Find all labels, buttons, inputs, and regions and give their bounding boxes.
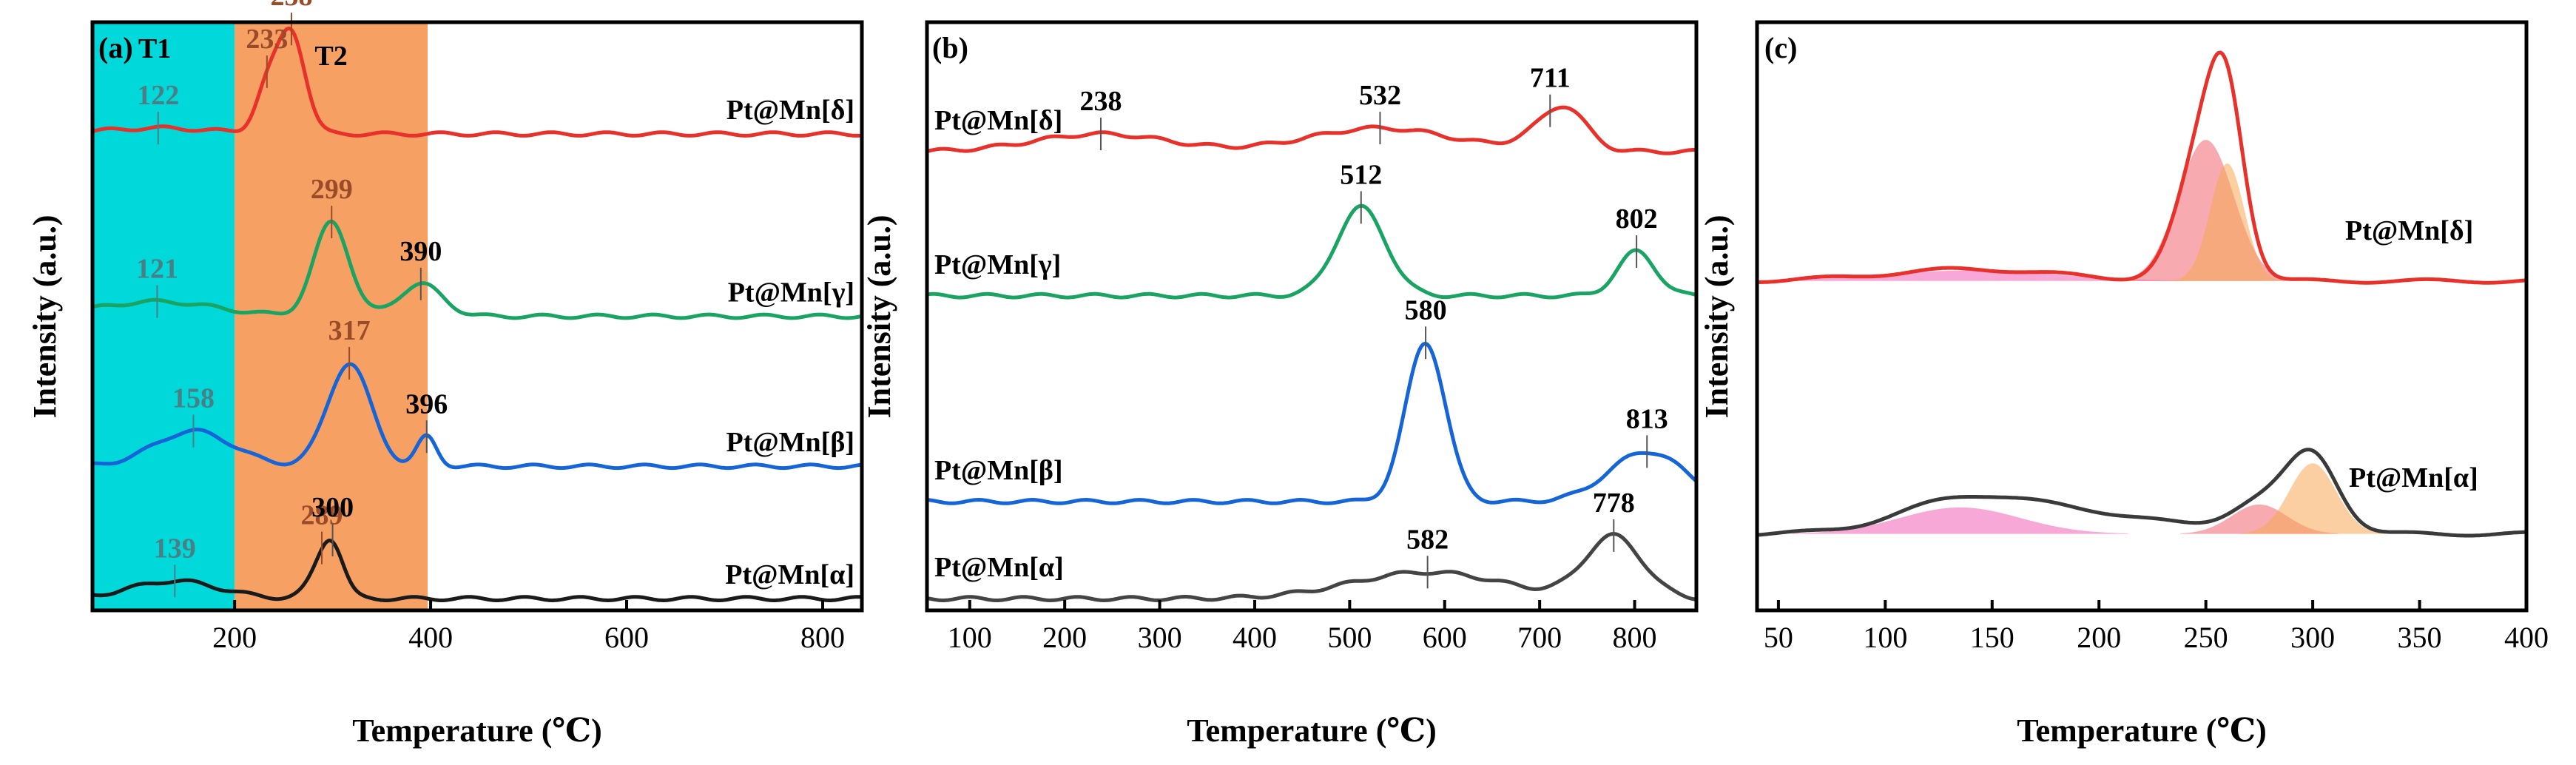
panel-b-x-label: Temperature (℃) bbox=[1187, 712, 1436, 749]
series-line-ptmn-1 bbox=[926, 203, 1697, 300]
series-label: Pt@Mn[β] bbox=[726, 427, 854, 458]
panel-c-annotations: Pt@Mn[δ] Pt@Mn[α] bbox=[2345, 215, 2478, 493]
panel-a-letter: (a) bbox=[98, 31, 133, 64]
temperature-regions bbox=[92, 22, 428, 610]
peak-value-label: 238 bbox=[1079, 86, 1122, 117]
x-tick-label: 800 bbox=[800, 621, 845, 654]
x-tick-label: 400 bbox=[1233, 621, 1277, 654]
peak-value-label: 158 bbox=[172, 383, 215, 414]
x-tick-label: 300 bbox=[2290, 621, 2335, 654]
peak-value-label: 300 bbox=[311, 492, 354, 523]
series-line-ptmn-0 bbox=[1757, 50, 2527, 285]
x-tick-label: 50 bbox=[1764, 621, 1793, 654]
series-line-ptmn-0 bbox=[92, 26, 863, 138]
x-tick-label: 400 bbox=[2504, 621, 2549, 654]
panel-b: Pt@Mn[δ] 238 532 711 Pt@Mn[γ] 512 802 Pt@Mn[β] 5… bbox=[861, 20, 1699, 749]
region-t1-band bbox=[92, 22, 235, 610]
peak-value-label: 258 bbox=[270, 0, 312, 12]
component-peak-area bbox=[2239, 463, 2387, 534]
series-label: Pt@Mn[α] bbox=[2349, 462, 2478, 493]
component-peak-area bbox=[2113, 140, 2300, 281]
series-line-ptmn-1 bbox=[92, 219, 863, 320]
x-tick-label: 200 bbox=[2077, 621, 2121, 654]
panel-a-x-axis: 200 400 600 800 bbox=[212, 600, 845, 654]
panel-c-frame bbox=[1755, 20, 2529, 613]
peak-value-label: 139 bbox=[154, 533, 196, 564]
x-tick-label: 200 bbox=[212, 621, 257, 654]
series-label: Pt@Mn[δ] bbox=[726, 95, 854, 126]
x-tick-label: 100 bbox=[948, 621, 992, 654]
x-tick-label: 400 bbox=[408, 621, 453, 654]
panel-c: Pt@Mn[δ] Pt@Mn[α] 50 100 150 200 250 300 350 400… bbox=[1699, 20, 2549, 749]
x-tick-label: 700 bbox=[1517, 621, 1562, 654]
series-line-ptmn-2 bbox=[92, 362, 863, 471]
peak-value-label: 233 bbox=[246, 24, 288, 55]
panel-b-y-label: Intensity (a.u.) bbox=[861, 215, 897, 418]
panel-a-x-label: Temperature (℃) bbox=[352, 712, 601, 749]
panel-c-y-label: Intensity (a.u.) bbox=[1699, 215, 1735, 418]
series-label: Pt@Mn[α] bbox=[725, 559, 854, 590]
x-tick-label: 200 bbox=[1042, 621, 1087, 654]
panel-c-letter: (c) bbox=[1764, 31, 1797, 64]
x-tick-label: 500 bbox=[1327, 621, 1372, 654]
series-label: Pt@Mn[α] bbox=[934, 552, 1064, 583]
series-label: Pt@Mn[β] bbox=[934, 455, 1063, 486]
x-tick-label: 100 bbox=[1863, 621, 1907, 654]
panel-c-x-label: Temperature (℃) bbox=[2017, 712, 2266, 749]
series-line-ptmn-0 bbox=[926, 105, 1697, 155]
component-peak-area bbox=[2171, 164, 2282, 281]
panel-b-frame bbox=[925, 20, 1699, 613]
x-tick-label: 600 bbox=[1423, 621, 1467, 654]
panel-a-frame bbox=[90, 20, 864, 613]
panel-a-curves bbox=[92, 26, 863, 602]
peak-value-label: 512 bbox=[1340, 159, 1382, 190]
series-label: Pt@Mn[γ] bbox=[934, 249, 1061, 280]
peak-value-label: 122 bbox=[137, 80, 179, 111]
component-peak-area bbox=[1791, 507, 2128, 534]
peak-value-label: 582 bbox=[1406, 524, 1449, 555]
x-tick-label: 150 bbox=[1970, 621, 2014, 654]
peak-value-label: 396 bbox=[405, 388, 448, 419]
peak-value-label: 532 bbox=[1359, 80, 1401, 111]
panel-a-annotations: Pt@Mn[δ] 122 233 258 Pt@Mn[γ] 121 299 390 Pt@Mn[… bbox=[136, 0, 854, 598]
peak-value-label: 711 bbox=[1530, 63, 1571, 94]
x-tick-label: 300 bbox=[1138, 621, 1182, 654]
panel-a: Pt@Mn[δ] 122 233 258 Pt@Mn[γ] 121 299 390 Pt@Mn[… bbox=[27, 0, 864, 749]
panel-a-y-label: Intensity (a.u.) bbox=[27, 215, 63, 418]
peak-value-label: 813 bbox=[1626, 403, 1668, 434]
series-line-ptmn-2 bbox=[926, 341, 1698, 505]
panel-b-letter: (b) bbox=[932, 31, 968, 64]
panel-c-x-axis: 50 100 150 200 250 300 350 400 bbox=[1764, 600, 2549, 654]
x-tick-label: 250 bbox=[2184, 621, 2228, 654]
panel-b-x-axis: 100 200 300 400 500 600 700 800 bbox=[948, 600, 1657, 654]
peak-value-label: 802 bbox=[1616, 203, 1658, 235]
peak-value-label: 299 bbox=[311, 174, 353, 205]
peak-value-label: 778 bbox=[1593, 488, 1635, 519]
x-tick-label: 600 bbox=[604, 621, 649, 654]
series-line-ptmn-3 bbox=[92, 539, 863, 602]
series-label: Pt@Mn[γ] bbox=[728, 277, 854, 309]
series-label: Pt@Mn[δ] bbox=[2345, 215, 2473, 246]
peak-value-label: 289 bbox=[301, 500, 343, 531]
series-label: Pt@Mn[δ] bbox=[934, 105, 1062, 136]
region-label-t2: T2 bbox=[314, 41, 347, 72]
region-t2-band bbox=[235, 22, 428, 610]
peak-value-label: 317 bbox=[328, 315, 371, 346]
panel-c-curves bbox=[1756, 50, 2527, 538]
x-tick-label: 800 bbox=[1613, 621, 1657, 654]
region-label-t1: T1 bbox=[138, 33, 171, 64]
panel-b-annotations: Pt@Mn[δ] 238 532 711 Pt@Mn[γ] 512 802 Pt@Mn[β] 5… bbox=[934, 63, 1668, 589]
x-tick-label: 350 bbox=[2398, 621, 2442, 654]
peak-value-label: 580 bbox=[1405, 294, 1447, 326]
peak-value-label: 121 bbox=[136, 254, 178, 285]
panel-b-curves bbox=[926, 105, 1698, 602]
series-line-ptmn-1 bbox=[1756, 448, 2526, 538]
series-line-ptmn-3 bbox=[926, 532, 1697, 602]
peak-value-label: 390 bbox=[399, 236, 442, 267]
